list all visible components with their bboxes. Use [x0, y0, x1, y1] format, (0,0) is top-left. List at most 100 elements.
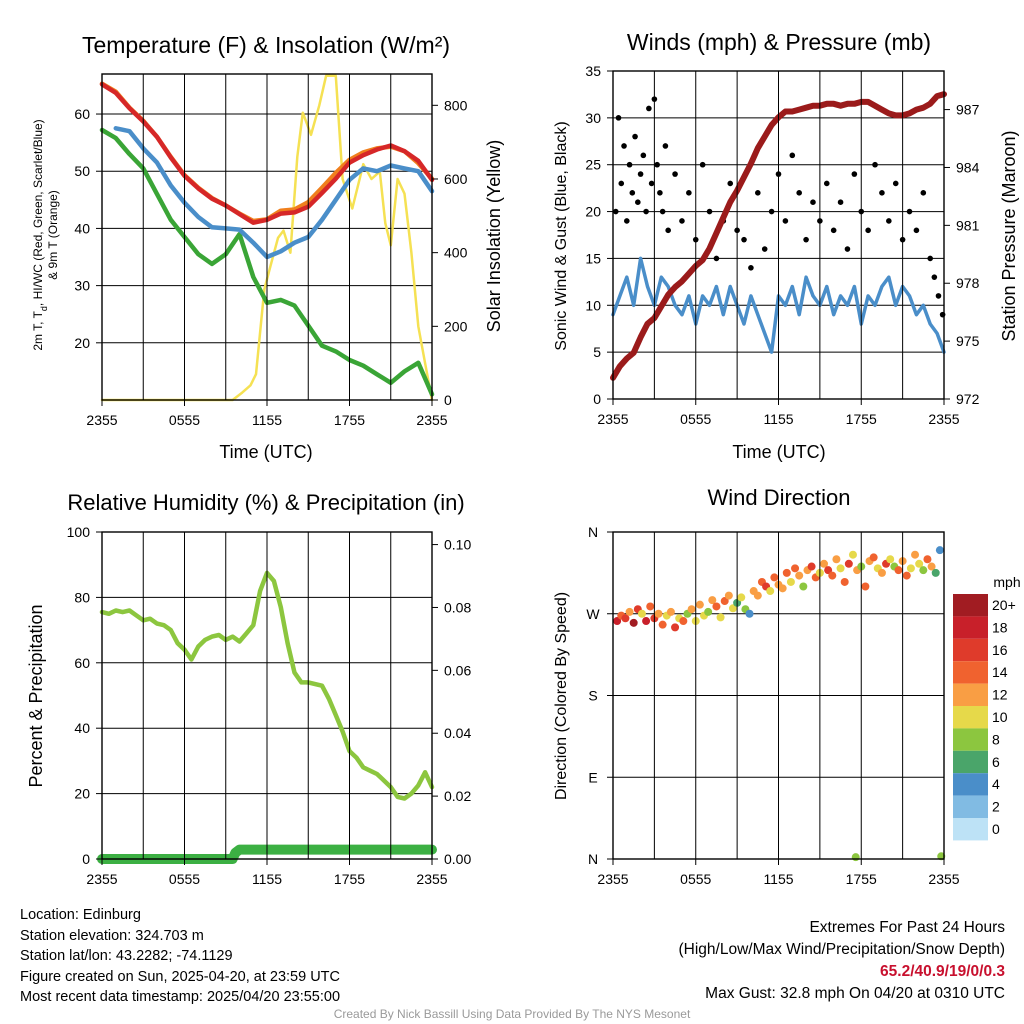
- direction-point: [782, 568, 791, 577]
- gust-point: [768, 208, 775, 215]
- direction-point: [844, 559, 853, 568]
- dir-xtick-label: 1755: [846, 871, 877, 887]
- temp-frame: [101, 73, 433, 401]
- station-elevation: Station elevation: 324.703 m: [20, 927, 204, 944]
- rh-xtick-label: 2355: [86, 871, 117, 887]
- direction-point: [886, 555, 895, 564]
- dir-y-tick-label: W: [586, 606, 600, 622]
- rh-y-tick-label: 0: [82, 851, 90, 867]
- direction-point: [906, 564, 915, 573]
- dir-xtick-label: 2355: [928, 871, 959, 887]
- gust-point: [865, 227, 871, 234]
- direction-point: [799, 582, 808, 591]
- rh-y-tick-label: 20: [74, 786, 90, 802]
- temp-xtick-label: 2355: [416, 412, 447, 428]
- direction-point: [902, 571, 911, 580]
- direction-point: [911, 550, 920, 559]
- gust-point: [679, 218, 685, 224]
- gust-point: [665, 227, 671, 234]
- gust-point: [789, 152, 796, 159]
- direction-point: [820, 559, 829, 568]
- legend-label: 8: [992, 731, 1000, 747]
- gust-point: [920, 190, 927, 196]
- rh-xtick-label: 1155: [252, 871, 282, 887]
- temperature-panel: Temperature (F) & Insolation (W/m²) Time…: [31, 32, 504, 462]
- temp-y-tick-label: 50: [74, 163, 90, 179]
- gust-point: [906, 208, 913, 215]
- gust-point: [879, 190, 885, 196]
- direction-point: [737, 593, 746, 602]
- wind-xtick-label: 1155: [763, 411, 793, 427]
- direction-point: [840, 577, 849, 586]
- direction-point: [745, 609, 754, 618]
- wind-y-tick-label: 35: [585, 63, 601, 79]
- direction-point: [708, 596, 717, 605]
- direction-point: [687, 605, 696, 614]
- wind-direction-ylabel: Direction (Colored By Speed): [553, 592, 570, 800]
- legend-swatch: [953, 594, 988, 617]
- extremes-info: Extremes For Past 24 Hours (High/Low/Max…: [679, 917, 1006, 1005]
- wind-y2-tick-label: 978: [956, 275, 980, 291]
- winds-title: Winds (mph) & Pressure (mb): [627, 29, 931, 55]
- legend-swatch: [953, 638, 988, 662]
- dir-y-tick-label: N: [588, 524, 598, 540]
- legend-swatch: [953, 616, 988, 639]
- legend-label: 10: [992, 709, 1008, 725]
- gust-point: [741, 236, 747, 243]
- legend-label: 16: [992, 642, 1008, 658]
- dir-xtick-label: 1155: [763, 871, 793, 887]
- gust-point: [748, 265, 754, 271]
- gust-point: [803, 236, 809, 243]
- direction-point: [720, 597, 729, 606]
- gust-point: [851, 171, 858, 177]
- temp-series-hi-wc: [113, 126, 435, 260]
- direction-point: [712, 602, 721, 611]
- legend-label: 4: [992, 776, 1000, 792]
- rh-xtick-label: 2355: [416, 871, 447, 887]
- direction-point: [671, 623, 680, 632]
- wind-y-tick-label: 5: [593, 344, 601, 360]
- gust-point: [810, 199, 816, 205]
- wind-y2-tick-label: 981: [956, 217, 980, 233]
- gust-point: [913, 227, 920, 234]
- direction-point: [724, 591, 733, 600]
- wind-xtick-label: 1755: [846, 411, 877, 427]
- wind-y2-tick-label: 987: [956, 102, 980, 118]
- gust-point: [632, 133, 638, 140]
- temp-y2-tick-label: 600: [444, 171, 468, 187]
- direction-point: [629, 618, 638, 627]
- direction-point: [836, 564, 845, 573]
- temp-xtick-label: 2355: [86, 412, 117, 428]
- station-latlon: Station lat/lon: 43.2282; -74.1129: [20, 948, 233, 964]
- direction-point: [915, 559, 924, 568]
- gust-point: [623, 218, 630, 224]
- gust-point: [872, 161, 878, 168]
- wind-xtick-label: 0555: [680, 411, 711, 427]
- legend-swatch: [953, 728, 988, 751]
- winds-ylabel: Sonic Wind & Gust (Blue, Black): [553, 121, 570, 350]
- gust-point: [892, 180, 899, 187]
- figure-created: Figure created on Sun, 2025-04-20, at 23…: [20, 968, 340, 985]
- gust-point: [643, 208, 649, 215]
- rh-y2-tick-label: 0.00: [444, 851, 471, 867]
- direction-point: [894, 566, 903, 575]
- legend-label: 14: [992, 664, 1008, 680]
- extremes-values: 65.2/40.9/19/0/0.3: [880, 963, 1005, 980]
- direction-point: [807, 562, 816, 571]
- gust-point: [657, 190, 663, 196]
- legend-label: 0: [992, 821, 1000, 837]
- direction-point: [869, 553, 878, 562]
- gust-point: [755, 190, 761, 196]
- legend-swatch: [953, 706, 988, 729]
- direction-point: [927, 562, 936, 571]
- gust-point: [927, 255, 934, 262]
- station-location: Location: Edinburg: [20, 907, 141, 923]
- rh-y2-tick-label: 0.06: [444, 662, 471, 678]
- wind-y-tick-label: 0: [593, 391, 601, 407]
- direction-point: [919, 566, 928, 575]
- direction-point: [728, 604, 737, 613]
- rh-xtick-label: 0555: [169, 871, 200, 887]
- dir-xtick-label: 2355: [597, 871, 628, 887]
- station-info: Location: Edinburg Station elevation: 32…: [20, 905, 340, 1008]
- gust-point: [640, 152, 647, 159]
